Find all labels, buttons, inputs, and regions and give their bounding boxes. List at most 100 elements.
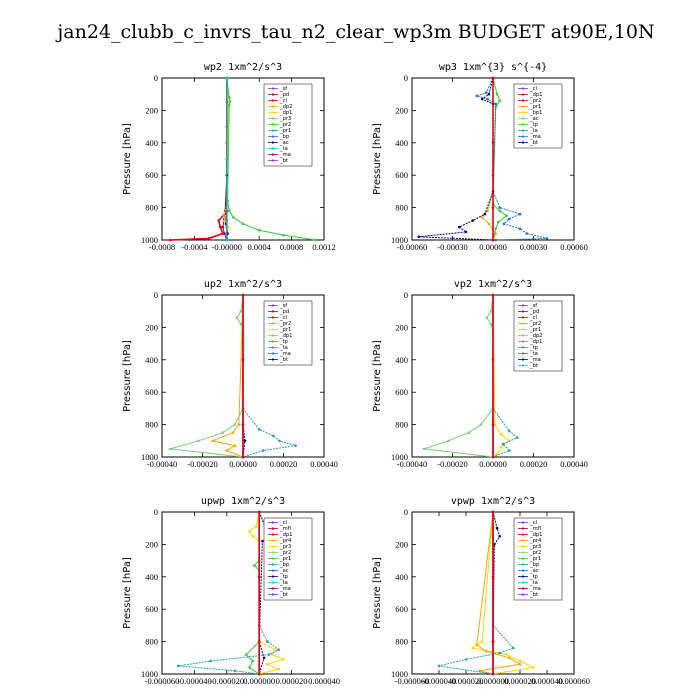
x-tick-label: 0.0004	[248, 242, 272, 252]
legend-label: _tp	[529, 574, 539, 580]
series-point	[494, 102, 498, 106]
legend-label: _ta	[279, 146, 288, 152]
legend-marker	[271, 153, 275, 156]
series-point	[248, 666, 251, 669]
series-point	[168, 447, 172, 451]
y-tick-label: 200	[395, 105, 408, 115]
legend-label: _bt	[529, 592, 538, 598]
series-line-pr1	[248, 511, 285, 675]
y-axis-label: Pressure [hPa]	[372, 340, 383, 412]
legend-box	[263, 517, 313, 601]
series-point	[498, 209, 502, 213]
legend-marker	[271, 358, 275, 361]
y-tick-label: 400	[395, 355, 408, 365]
legend-marker	[521, 551, 525, 554]
x-tick-label: 0.00000	[479, 459, 507, 469]
series-point	[491, 206, 495, 209]
legend-marker	[271, 593, 275, 596]
series-point	[266, 662, 269, 666]
series-point	[437, 664, 441, 668]
series-point	[491, 238, 495, 242]
legend-label: _ac	[529, 116, 539, 122]
legend-marker	[521, 521, 525, 524]
series-point	[277, 667, 280, 671]
series-point	[507, 449, 511, 452]
legend-label: _pr1	[529, 104, 541, 110]
series-point	[261, 539, 264, 543]
y-tick-label: 1000	[141, 452, 158, 462]
series-point	[233, 669, 237, 673]
series-point	[487, 92, 491, 96]
series-point	[209, 659, 212, 663]
legend-marker	[271, 135, 275, 138]
series-point	[499, 433, 503, 436]
legend-marker	[271, 105, 275, 108]
series-point	[491, 423, 495, 426]
series-point	[457, 225, 461, 229]
legend-marker	[271, 551, 275, 554]
y-tick-label: 400	[145, 572, 158, 582]
series-point	[227, 209, 231, 213]
legend-marker	[521, 593, 525, 596]
x-tick-label: -0.000060	[145, 676, 180, 686]
series-point	[241, 222, 245, 226]
legend-marker	[521, 141, 525, 144]
legend-marker	[521, 328, 525, 331]
series-point	[479, 423, 483, 426]
legend-marker	[271, 87, 275, 90]
legend-marker	[521, 533, 525, 536]
series-point	[501, 442, 505, 446]
legend-marker	[521, 135, 525, 138]
legend-label: _pr1	[529, 556, 541, 562]
series-point	[233, 444, 237, 447]
legend-marker	[271, 340, 275, 343]
legend-marker	[271, 123, 275, 126]
series-point	[251, 659, 255, 663]
y-tick-label: 600	[395, 387, 408, 397]
series-point	[282, 658, 285, 661]
series-point	[227, 96, 231, 99]
y-axis-label: Pressure [hPa]	[372, 557, 383, 629]
x-tick-label: -0.000060	[395, 676, 430, 686]
legend-label: _tp	[529, 345, 539, 351]
series-point	[257, 672, 261, 676]
series-point	[491, 455, 495, 459]
legend-marker	[521, 575, 525, 578]
series-point	[491, 575, 495, 579]
series-point	[225, 76, 229, 80]
legend-label: _pd	[279, 92, 289, 98]
series-line-pr1	[492, 294, 510, 458]
legend-label: _cl	[529, 520, 537, 526]
legend-marker	[271, 316, 275, 319]
x-tick-label: 0.000060	[558, 676, 590, 686]
plot-frame	[161, 511, 325, 675]
legend-box	[263, 300, 313, 366]
legend-marker	[521, 93, 525, 96]
series-point	[487, 222, 491, 226]
legend-marker	[271, 111, 275, 114]
series-point	[518, 212, 522, 216]
legend-marker	[521, 117, 525, 120]
legend-label: _bp	[279, 562, 290, 568]
legend-marker	[521, 539, 525, 542]
y-tick-label: 600	[145, 604, 158, 614]
series-point	[274, 648, 277, 651]
series-point	[518, 227, 522, 230]
x-tick-label: 0.00000	[479, 242, 507, 252]
series-point	[545, 237, 549, 240]
chart-panel-2: up2 1xm^2/s^3 Pressure [hPa] 0 200 400 600 800…	[122, 279, 338, 469]
series-point	[447, 439, 450, 443]
legend-marker	[271, 328, 275, 331]
series-point	[464, 230, 468, 234]
y-tick-label: 0	[154, 73, 158, 83]
series-point	[483, 212, 487, 216]
series-point	[505, 653, 508, 656]
legend-label: _dp1	[279, 333, 292, 339]
legend-marker	[521, 346, 525, 349]
legend-marker	[521, 105, 525, 108]
legend-marker	[521, 340, 525, 343]
series-point	[225, 238, 229, 242]
legend-label: _pr2	[279, 550, 291, 556]
legend-marker	[271, 527, 275, 530]
legend-marker	[271, 159, 275, 162]
